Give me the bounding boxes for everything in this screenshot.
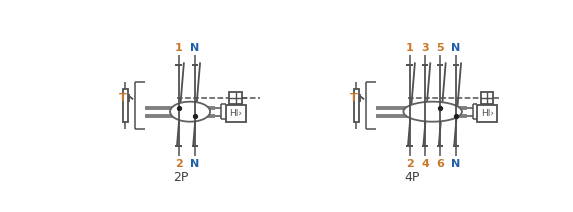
Text: 6: 6	[437, 159, 444, 169]
Bar	[123, 89, 128, 123]
Bar	[226, 105, 246, 122]
Bar	[229, 92, 242, 104]
Text: T: T	[350, 93, 357, 103]
Bar	[477, 105, 497, 122]
Text: 2: 2	[406, 159, 414, 169]
Text: 2: 2	[175, 159, 182, 169]
Text: HI›: HI›	[481, 109, 494, 118]
Bar	[354, 89, 359, 123]
Text: T: T	[119, 93, 126, 103]
Text: N: N	[190, 43, 199, 53]
Text: 2P: 2P	[173, 171, 189, 184]
Text: N: N	[451, 159, 460, 169]
Text: HI›: HI›	[229, 109, 242, 118]
Text: N: N	[451, 43, 460, 53]
Text: 1: 1	[406, 43, 414, 53]
Text: 5: 5	[437, 43, 444, 53]
Text: 4P: 4P	[404, 171, 419, 184]
Ellipse shape	[403, 102, 462, 122]
Text: 1: 1	[175, 43, 182, 53]
Bar	[481, 92, 493, 104]
Text: N: N	[190, 159, 199, 169]
Text: 4: 4	[421, 159, 429, 169]
Text: 3: 3	[421, 43, 429, 53]
Ellipse shape	[170, 102, 210, 122]
